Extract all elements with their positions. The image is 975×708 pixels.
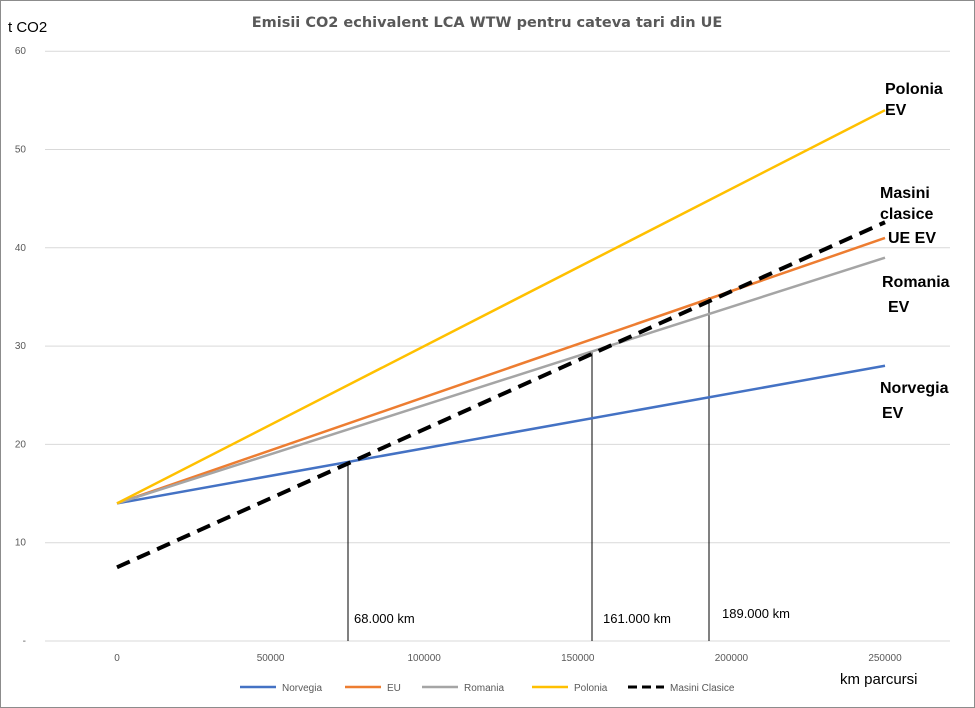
legend: Norvegia EU Romania Polonia Masini Clasice — [240, 683, 735, 694]
chart-title: Emisii CO2 echivalent LCA WTW pentru cat… — [252, 15, 723, 31]
intersection-drop-lines — [347, 296, 710, 641]
y-ticks: - 10 20 30 40 50 60 — [15, 46, 27, 647]
x-tick-label: 200000 — [715, 653, 749, 664]
y-tick-label: 10 — [15, 538, 27, 549]
x-tick-label: 100000 — [408, 653, 442, 664]
x-tick-label: 0 — [114, 653, 120, 664]
annotation-ue: UE EV — [888, 230, 936, 247]
series-line-masini-clasice — [116, 220, 886, 570]
y-tick-label: 20 — [15, 439, 27, 450]
y-tick-label: 30 — [15, 341, 27, 352]
series-lines — [116, 109, 886, 570]
legend-label: Norvegia — [282, 683, 322, 694]
legend-label: EU — [387, 683, 401, 694]
intersection-label: 189.000 km — [722, 606, 790, 621]
y-axis-label: t CO2 — [8, 19, 47, 36]
y-tick-label: 60 — [15, 46, 27, 57]
x-tick-label: 250000 — [868, 653, 902, 664]
series-line-eu — [116, 236, 886, 505]
annotation-clasice: clasice — [880, 206, 933, 223]
annotation-polonia: EV — [885, 102, 907, 119]
annotation-romania: Romania — [882, 274, 950, 291]
series-line-romania — [116, 256, 886, 505]
legend-label: Polonia — [574, 683, 608, 694]
legend-label: Masini Clasice — [670, 683, 735, 694]
annotation-norvegia: EV — [882, 405, 904, 422]
intersection-label: 68.000 km — [354, 611, 415, 626]
annotation-polonia: Polonia — [885, 81, 943, 98]
x-tick-label: 50000 — [257, 653, 285, 664]
annotation-norvegia: Norvegia — [880, 380, 949, 397]
intersection-labels: 68.000 km 161.000 km 189.000 km — [354, 606, 790, 626]
x-ticks: 0 50000 100000 150000 200000 250000 — [114, 653, 902, 664]
intersection-label: 161.000 km — [603, 611, 671, 626]
x-axis-label: km parcursi — [840, 671, 918, 688]
line-annotations: Polonia EV Masini clasice UE EV Romania EV Norv… — [880, 81, 950, 422]
y-tick-label: 40 — [15, 243, 27, 254]
annotation-clasice: Masini — [880, 185, 930, 202]
series-line-polonia — [116, 109, 886, 505]
y-tick-label: 50 — [15, 145, 27, 156]
annotation-romania: EV — [888, 299, 910, 316]
x-tick-label: 150000 — [561, 653, 595, 664]
legend-label: Romania — [464, 683, 504, 694]
grid — [45, 50, 950, 642]
series-line-norvegia — [116, 364, 886, 505]
y-tick-label: - — [23, 636, 26, 647]
